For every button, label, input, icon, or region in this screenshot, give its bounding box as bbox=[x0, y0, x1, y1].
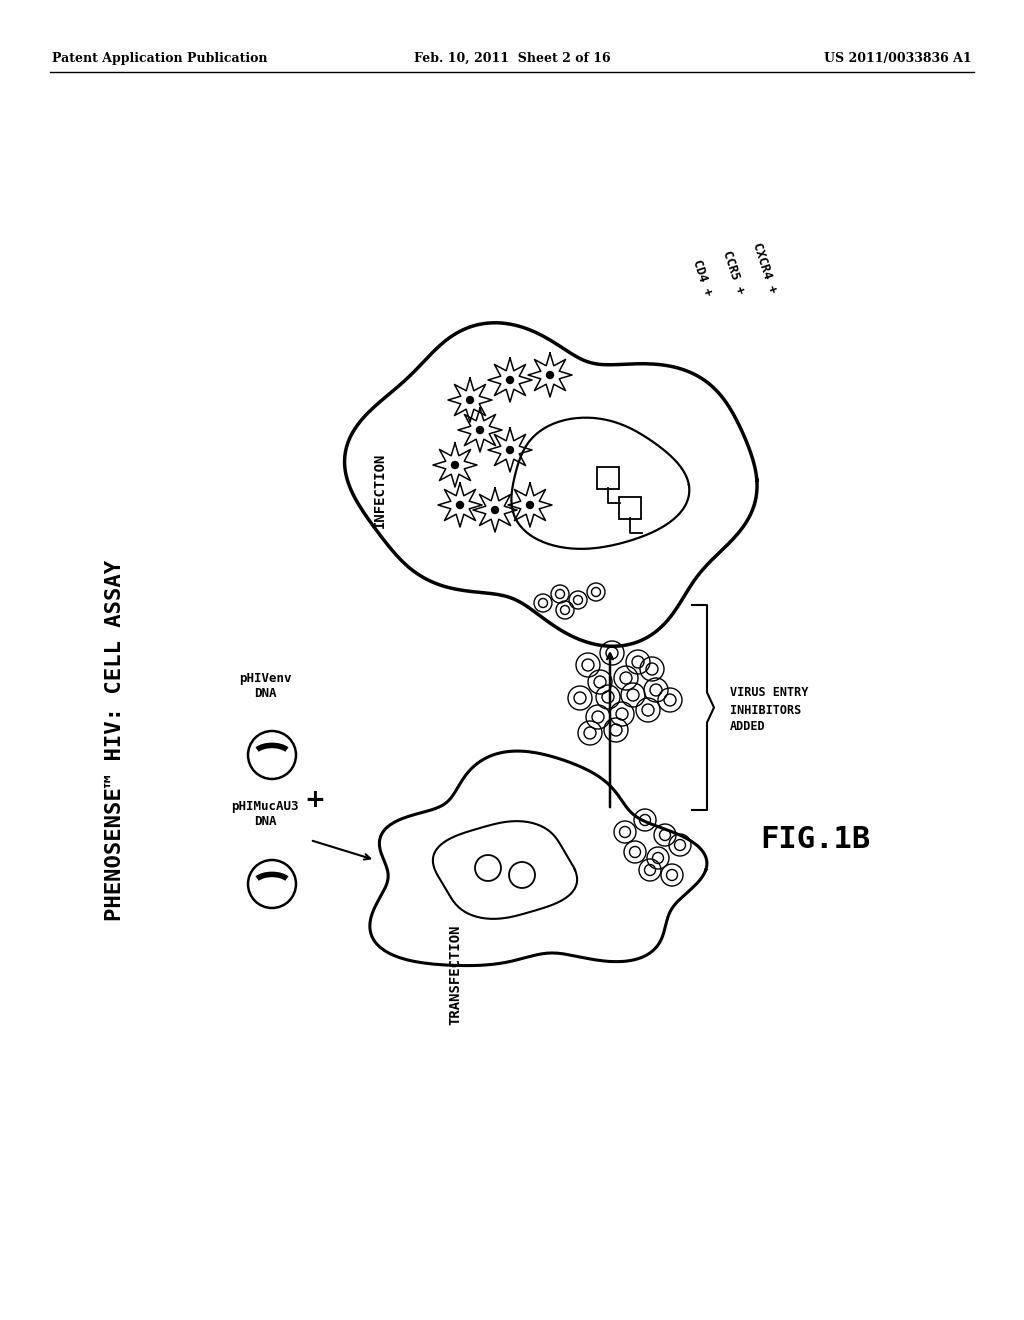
Polygon shape bbox=[433, 821, 578, 919]
Circle shape bbox=[248, 861, 296, 908]
Circle shape bbox=[475, 855, 501, 880]
Circle shape bbox=[492, 507, 499, 513]
Circle shape bbox=[507, 376, 513, 384]
Text: INFECTION: INFECTION bbox=[373, 453, 387, 528]
Polygon shape bbox=[345, 323, 757, 647]
Text: TRANSFECTION: TRANSFECTION bbox=[449, 925, 462, 1026]
Circle shape bbox=[509, 862, 535, 888]
Circle shape bbox=[507, 446, 513, 454]
Circle shape bbox=[248, 731, 296, 779]
Text: CD4 +: CD4 + bbox=[690, 259, 714, 298]
Text: Patent Application Publication: Patent Application Publication bbox=[52, 51, 267, 65]
Polygon shape bbox=[370, 751, 707, 966]
Text: pHIVenv
DNA: pHIVenv DNA bbox=[239, 672, 291, 700]
Circle shape bbox=[547, 371, 554, 379]
Polygon shape bbox=[511, 417, 689, 549]
Text: FIG.1B: FIG.1B bbox=[760, 825, 870, 854]
Text: US 2011/0033836 A1: US 2011/0033836 A1 bbox=[824, 51, 972, 65]
Text: pHIMucAU3
DNA: pHIMucAU3 DNA bbox=[231, 800, 299, 828]
Text: CCR5 +: CCR5 + bbox=[720, 248, 746, 296]
Circle shape bbox=[452, 462, 459, 469]
Text: VIRUS ENTRY
INHIBITORS
ADDED: VIRUS ENTRY INHIBITORS ADDED bbox=[730, 686, 808, 734]
Text: PHENOSENSE™ HIV: CELL ASSAY: PHENOSENSE™ HIV: CELL ASSAY bbox=[105, 560, 125, 920]
Circle shape bbox=[476, 426, 483, 433]
Text: CXCR4 +: CXCR4 + bbox=[750, 242, 778, 294]
Text: Feb. 10, 2011  Sheet 2 of 16: Feb. 10, 2011 Sheet 2 of 16 bbox=[414, 51, 610, 65]
Circle shape bbox=[467, 396, 473, 404]
Circle shape bbox=[457, 502, 464, 508]
Circle shape bbox=[526, 502, 534, 508]
Text: +: + bbox=[304, 788, 326, 812]
